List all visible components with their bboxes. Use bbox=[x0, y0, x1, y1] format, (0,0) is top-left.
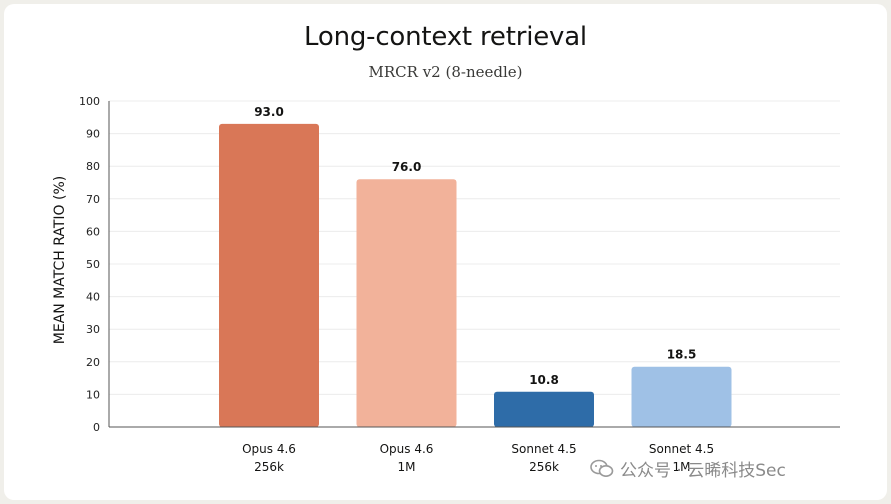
y-tick-label: 90 bbox=[86, 128, 100, 141]
bar bbox=[494, 391, 594, 427]
value-label: 93.0 bbox=[254, 105, 284, 119]
x-tick-label: 256k bbox=[529, 460, 559, 474]
chart-title: Long-context retrieval bbox=[304, 22, 587, 52]
value-label: 10.8 bbox=[529, 373, 559, 387]
y-tick-labels: 0 10 20 30 40 50 60 70 80 90 100 bbox=[79, 95, 100, 434]
x-tick-label: Sonnet 4.5 bbox=[511, 442, 576, 456]
wechat-icon bbox=[590, 459, 614, 477]
bar bbox=[631, 366, 732, 427]
y-tick-label: 70 bbox=[86, 193, 100, 206]
x-tick-label: 256k bbox=[254, 460, 284, 474]
grid-lines bbox=[109, 100, 840, 395]
bars bbox=[219, 123, 732, 427]
bar bbox=[219, 123, 319, 427]
value-label: 76.0 bbox=[392, 160, 422, 174]
value-labels: 93.0 76.0 10.8 18.5 bbox=[254, 105, 696, 387]
y-tick-label: 30 bbox=[86, 323, 100, 336]
y-tick-label: 60 bbox=[86, 225, 100, 238]
watermark: 公众号 · 云晞科技Sec bbox=[590, 456, 786, 481]
x-tick-label: Opus 4.6 bbox=[242, 442, 296, 456]
x-tick-label: 1M bbox=[398, 460, 416, 474]
y-tick-label: 100 bbox=[79, 95, 100, 108]
y-tick-label: 40 bbox=[86, 291, 100, 304]
watermark-text: 公众号 · 云晞科技Sec bbox=[620, 461, 786, 481]
x-tick-label: Opus 4.6 bbox=[380, 442, 434, 456]
y-tick-label: 80 bbox=[86, 160, 100, 173]
y-tick-label: 10 bbox=[86, 388, 100, 401]
bar bbox=[356, 179, 457, 427]
chart-subtitle: MRCR v2 (8-needle) bbox=[368, 63, 523, 81]
x-tick-label: 1M bbox=[673, 460, 691, 474]
x-tick-labels: Opus 4.6 256k Opus 4.6 1M Sonnet 4.5 256k Sonn… bbox=[242, 442, 714, 474]
y-tick-label: 0 bbox=[93, 421, 100, 434]
value-label: 18.5 bbox=[667, 348, 697, 362]
x-tick-label: Sonnet 4.5 bbox=[649, 442, 714, 456]
y-tick-label: 50 bbox=[86, 258, 100, 271]
y-tick-label: 20 bbox=[86, 356, 100, 369]
